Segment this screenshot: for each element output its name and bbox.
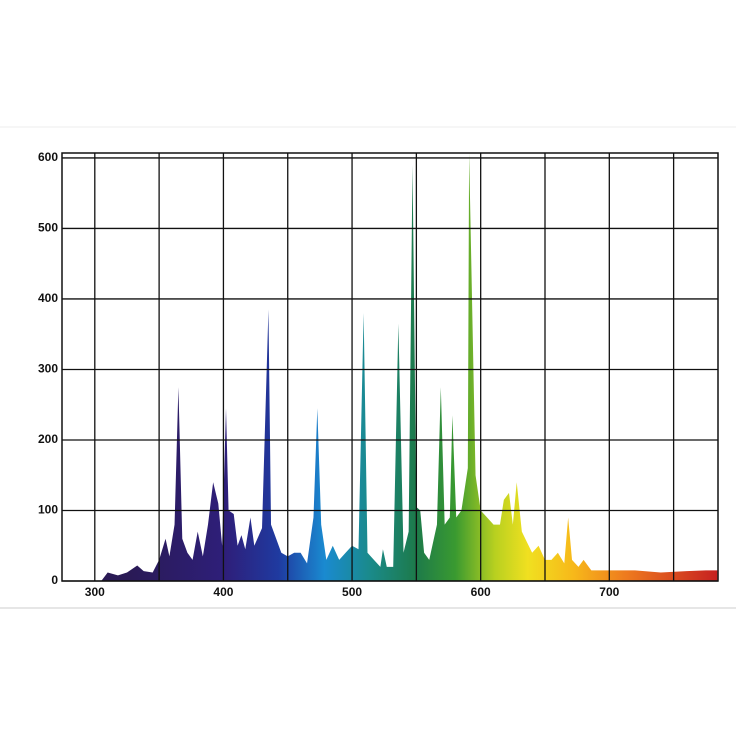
y-tick-label: 600 <box>38 150 58 164</box>
plot-border <box>61 152 719 582</box>
x-tick-label: 300 <box>85 585 105 599</box>
x-tick-label: 400 <box>213 585 233 599</box>
x-tick-label: 600 <box>471 585 491 599</box>
y-tick-label: 100 <box>38 503 58 517</box>
y-tick-label: 200 <box>38 432 58 446</box>
x-tick-label: 700 <box>599 585 619 599</box>
spectrum-area <box>101 153 718 581</box>
y-tick-label: 500 <box>38 221 58 235</box>
x-tick-label: 500 <box>342 585 362 599</box>
y-tick-label: 300 <box>38 362 58 376</box>
y-tick-label: 400 <box>38 291 58 305</box>
y-tick-label: 0 <box>51 573 58 587</box>
